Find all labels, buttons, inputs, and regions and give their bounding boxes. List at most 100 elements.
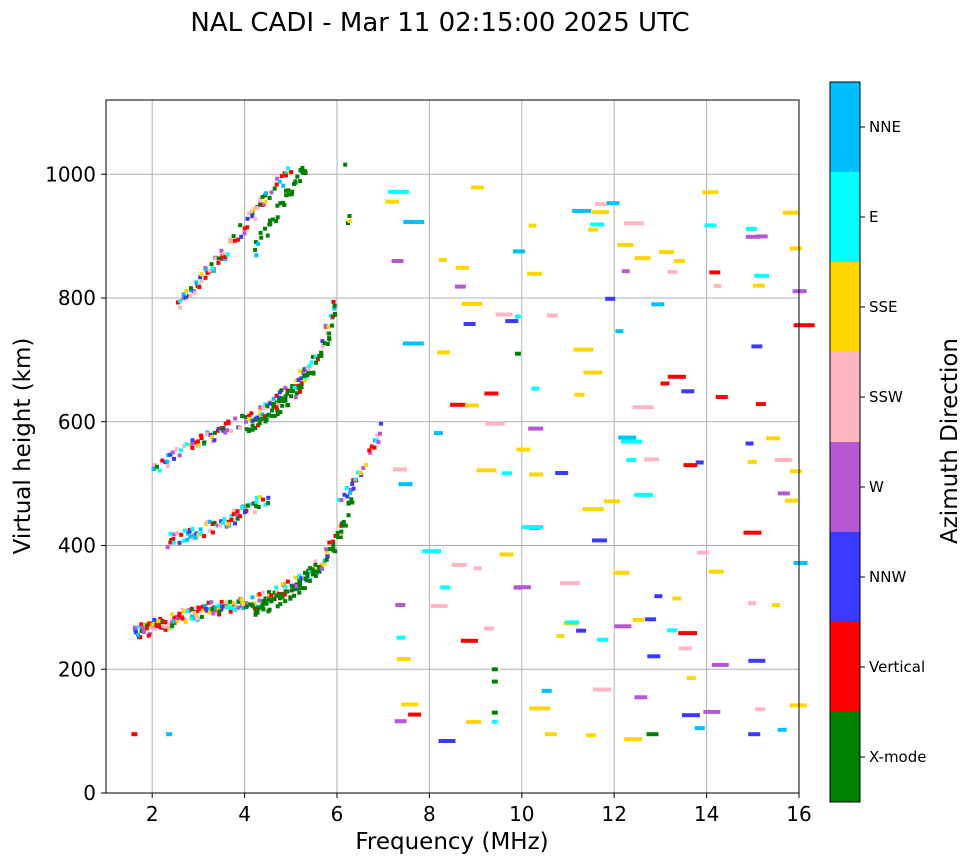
echo-mark	[772, 603, 781, 607]
echo-mark	[253, 240, 258, 245]
echo-mark	[748, 658, 766, 663]
echo-mark	[455, 265, 469, 270]
colorbar-tick-label: SSE	[869, 298, 898, 316]
echo-mark	[271, 396, 276, 401]
echo-mark	[306, 368, 311, 373]
echo-mark	[292, 593, 296, 598]
echo-mark	[264, 191, 269, 196]
echo-mark	[345, 486, 349, 490]
echo-mark	[644, 457, 659, 462]
echo-mark	[196, 605, 201, 610]
echo-mark	[678, 646, 692, 651]
echo-mark	[645, 617, 657, 622]
echo-mark	[295, 174, 300, 179]
echo-mark	[263, 199, 268, 204]
echo-mark	[361, 466, 366, 470]
echo-mark	[223, 430, 228, 435]
echo-mark	[256, 505, 261, 509]
echo-mark	[289, 394, 294, 399]
echo-mark	[249, 209, 254, 214]
echo-mark	[300, 169, 305, 173]
echo-mark	[172, 456, 176, 461]
colorbar-segment	[830, 262, 860, 352]
echo-mark	[236, 599, 241, 604]
echo-mark	[703, 709, 721, 714]
echo-mark	[260, 412, 265, 417]
echo-mark	[378, 431, 382, 436]
echo-mark	[593, 687, 612, 692]
echo-mark	[331, 542, 336, 547]
echo-mark	[275, 589, 280, 594]
echo-mark	[242, 226, 247, 231]
echo-mark	[464, 403, 479, 408]
echo-mark	[747, 601, 756, 606]
echo-mark	[181, 292, 186, 297]
echo-mark	[164, 624, 169, 629]
echo-mark	[514, 314, 521, 319]
echo-mark	[560, 581, 581, 586]
echo-mark	[266, 590, 271, 595]
echo-mark	[285, 589, 290, 594]
echo-mark	[298, 179, 303, 184]
echo-mark	[148, 622, 153, 626]
echo-mark	[260, 405, 265, 410]
echo-mark	[391, 259, 404, 263]
echo-mark	[163, 627, 168, 632]
echo-mark	[275, 215, 280, 220]
echo-mark	[302, 378, 307, 383]
echo-mark	[152, 617, 157, 622]
echo-mark	[250, 418, 255, 423]
colorbar-tick-label: NNW	[869, 568, 906, 586]
echo-mark	[211, 611, 216, 616]
echo-mark	[136, 633, 140, 637]
echo-mark	[745, 234, 760, 239]
echo-mark	[529, 706, 551, 711]
echo-mark	[170, 623, 175, 628]
echo-mark	[522, 525, 543, 530]
echo-mark	[681, 713, 700, 718]
echo-mark	[192, 290, 197, 295]
echo-mark	[155, 624, 160, 628]
echo-mark	[183, 295, 188, 300]
colorbar: X-mode Vertical NNW W SSW SSE E NNE	[829, 81, 926, 803]
echo-mark	[264, 599, 269, 604]
echo-mark	[572, 208, 592, 213]
echo-mark	[177, 540, 182, 545]
colorbar-segment	[830, 352, 860, 442]
echo-mark	[350, 500, 355, 505]
echo-mark	[165, 464, 170, 468]
echo-mark	[317, 569, 322, 574]
echo-mark	[214, 606, 219, 611]
echo-mark	[324, 547, 329, 552]
echo-mark	[221, 426, 226, 431]
echo-mark	[696, 550, 709, 555]
echo-mark	[326, 324, 331, 329]
echo-mark	[235, 513, 240, 518]
echo-mark	[216, 256, 221, 261]
echo-mark	[263, 193, 268, 198]
echo-mark	[170, 450, 175, 455]
echo-mark	[336, 497, 341, 502]
echo-mark	[484, 421, 505, 426]
echo-mark	[573, 347, 594, 352]
echo-mark	[206, 600, 211, 605]
echo-mark	[745, 441, 754, 446]
echo-mark	[484, 626, 495, 631]
echo-mark	[341, 523, 345, 528]
echo-mark	[590, 222, 605, 227]
echo-mark	[299, 576, 304, 581]
echo-mark	[277, 399, 282, 404]
echo-mark	[269, 599, 274, 604]
echo-mark	[505, 319, 519, 324]
echo-mark	[293, 180, 298, 185]
echo-mark	[789, 469, 802, 474]
echo-mark	[178, 299, 183, 303]
echo-mark	[646, 732, 659, 737]
echo-mark	[212, 520, 217, 525]
echo-mark	[351, 486, 356, 491]
echo-mark	[240, 414, 245, 419]
echo-mark	[378, 421, 383, 426]
echo-mark	[327, 331, 332, 336]
echo-mark	[174, 447, 179, 452]
echo-mark	[192, 611, 197, 616]
